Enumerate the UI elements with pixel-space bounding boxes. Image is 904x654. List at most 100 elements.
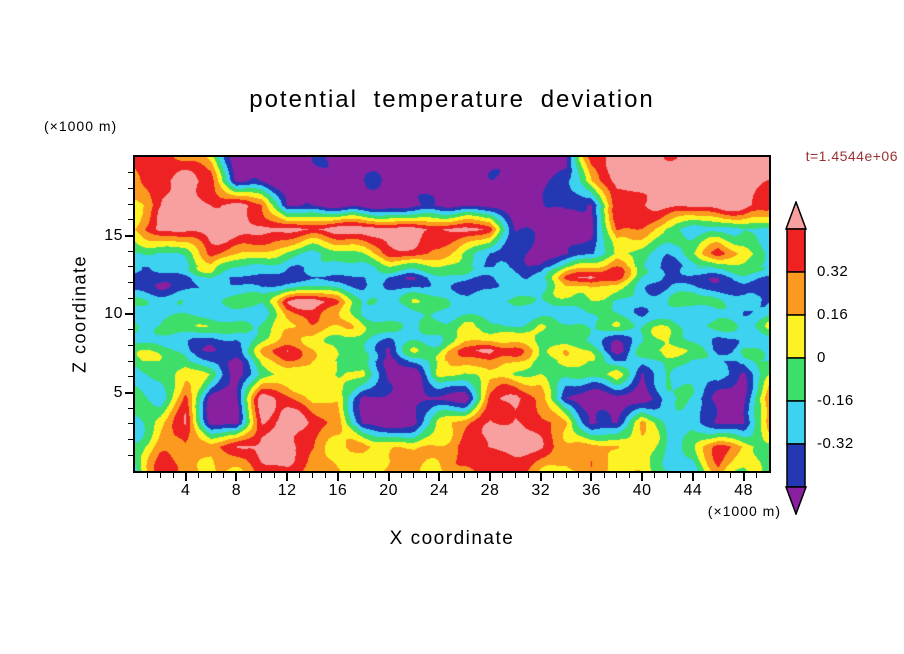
x-minor-tick bbox=[705, 473, 707, 478]
x-major-tick bbox=[286, 473, 289, 481]
colorbar-label: 0.32 bbox=[817, 263, 849, 280]
x-minor-tick bbox=[514, 473, 516, 478]
x-minor-tick bbox=[464, 473, 466, 478]
x-minor-tick bbox=[159, 473, 161, 478]
x-minor-tick bbox=[679, 473, 681, 478]
y-minor-tick bbox=[128, 172, 133, 174]
x-minor-tick bbox=[223, 473, 225, 478]
x-minor-tick bbox=[717, 473, 719, 478]
colorbar-band bbox=[786, 443, 806, 488]
y-minor-tick bbox=[128, 266, 133, 268]
x-tick-label: 44 bbox=[683, 482, 703, 499]
x-minor-tick bbox=[755, 473, 757, 478]
y-major-tick bbox=[125, 234, 133, 237]
colorbar-label: -0.32 bbox=[817, 435, 854, 452]
x-tick-label: 4 bbox=[181, 482, 191, 499]
x-minor-tick bbox=[730, 473, 732, 478]
x-minor-tick bbox=[299, 473, 301, 478]
y-tick-label: 15 bbox=[104, 226, 123, 244]
colorbar-band bbox=[786, 400, 806, 445]
x-major-tick bbox=[438, 473, 441, 481]
x-minor-tick bbox=[603, 473, 605, 478]
y-minor-tick bbox=[128, 297, 133, 299]
x-major-tick bbox=[336, 473, 339, 481]
colorbar-label: -0.16 bbox=[817, 392, 854, 409]
y-minor-tick bbox=[128, 423, 133, 425]
colorbar bbox=[785, 201, 807, 515]
y-minor-tick bbox=[128, 360, 133, 362]
colorbar-band bbox=[786, 357, 806, 402]
x-minor-tick bbox=[210, 473, 212, 478]
colorbar-label: 0.16 bbox=[817, 306, 849, 323]
y-minor-tick bbox=[128, 329, 133, 331]
x-minor-tick bbox=[172, 473, 174, 478]
x-minor-tick bbox=[616, 473, 618, 478]
x-minor-tick bbox=[248, 473, 250, 478]
x-major-tick bbox=[641, 473, 644, 481]
x-major-tick bbox=[742, 473, 745, 481]
x-major-tick bbox=[235, 473, 238, 481]
x-minor-tick bbox=[400, 473, 402, 478]
y-major-tick bbox=[125, 313, 133, 315]
y-minor-tick bbox=[128, 407, 133, 409]
x-minor-tick bbox=[565, 473, 567, 478]
x-major-tick bbox=[489, 473, 492, 481]
colorbar-band bbox=[786, 271, 806, 316]
x-minor-tick bbox=[413, 473, 415, 478]
y-minor-tick bbox=[128, 282, 133, 284]
x-minor-tick bbox=[451, 473, 453, 478]
y-minor-tick bbox=[128, 250, 133, 252]
x-axis-title: X coordinate bbox=[389, 528, 515, 549]
x-minor-tick bbox=[552, 473, 554, 478]
x-minor-tick bbox=[197, 473, 199, 478]
time-label: t=1.4544e+06 bbox=[805, 148, 898, 164]
y-minor-tick bbox=[128, 454, 133, 456]
x-minor-tick bbox=[324, 473, 326, 478]
chart-title: potential temperature deviation bbox=[249, 86, 655, 113]
x-minor-tick bbox=[261, 473, 263, 478]
y-minor-tick bbox=[128, 439, 133, 441]
x-major-tick bbox=[691, 473, 694, 481]
y-minor-tick bbox=[128, 344, 133, 346]
x-major-tick bbox=[539, 473, 542, 481]
contour-canvas bbox=[135, 157, 769, 471]
x-tick-label: 24 bbox=[429, 482, 449, 499]
x-major-tick bbox=[387, 473, 390, 481]
x-tick-label: 20 bbox=[379, 482, 398, 499]
x-tick-label: 28 bbox=[480, 482, 500, 499]
y-tick-label: 5 bbox=[113, 383, 123, 401]
x-minor-tick bbox=[147, 473, 149, 478]
x-tick-label: 16 bbox=[328, 482, 348, 499]
colorbar-label: 0 bbox=[817, 349, 826, 366]
x-minor-tick bbox=[273, 473, 275, 478]
y-axis-units: (×1000 m) bbox=[44, 118, 118, 134]
x-minor-tick bbox=[350, 473, 352, 478]
y-major-tick bbox=[125, 391, 133, 394]
y-minor-tick bbox=[128, 203, 133, 205]
x-minor-tick bbox=[375, 473, 377, 478]
x-tick-label: 40 bbox=[632, 482, 652, 499]
x-tick-label: 32 bbox=[531, 482, 551, 499]
x-major-tick bbox=[590, 473, 593, 481]
x-tick-label: 12 bbox=[277, 482, 297, 499]
x-tick-label: 36 bbox=[582, 482, 601, 499]
plot-area bbox=[133, 155, 771, 473]
colorbar-band bbox=[786, 228, 806, 273]
x-minor-tick bbox=[312, 473, 314, 478]
colorbar-arrow-up bbox=[785, 201, 807, 230]
colorbar-arrow-down bbox=[785, 486, 807, 515]
x-minor-tick bbox=[667, 473, 669, 478]
colorbar-band bbox=[786, 314, 806, 359]
x-minor-tick bbox=[502, 473, 504, 478]
x-minor-tick bbox=[362, 473, 364, 478]
y-minor-tick bbox=[128, 376, 133, 378]
x-axis-units: (×1000 m) bbox=[707, 503, 781, 519]
x-major-tick bbox=[184, 473, 187, 481]
x-minor-tick bbox=[476, 473, 478, 478]
x-minor-tick bbox=[578, 473, 580, 478]
y-tick-label: 10 bbox=[104, 305, 123, 322]
y-minor-tick bbox=[128, 219, 133, 221]
x-tick-label: 8 bbox=[231, 482, 242, 499]
x-tick-label: 48 bbox=[734, 482, 754, 499]
